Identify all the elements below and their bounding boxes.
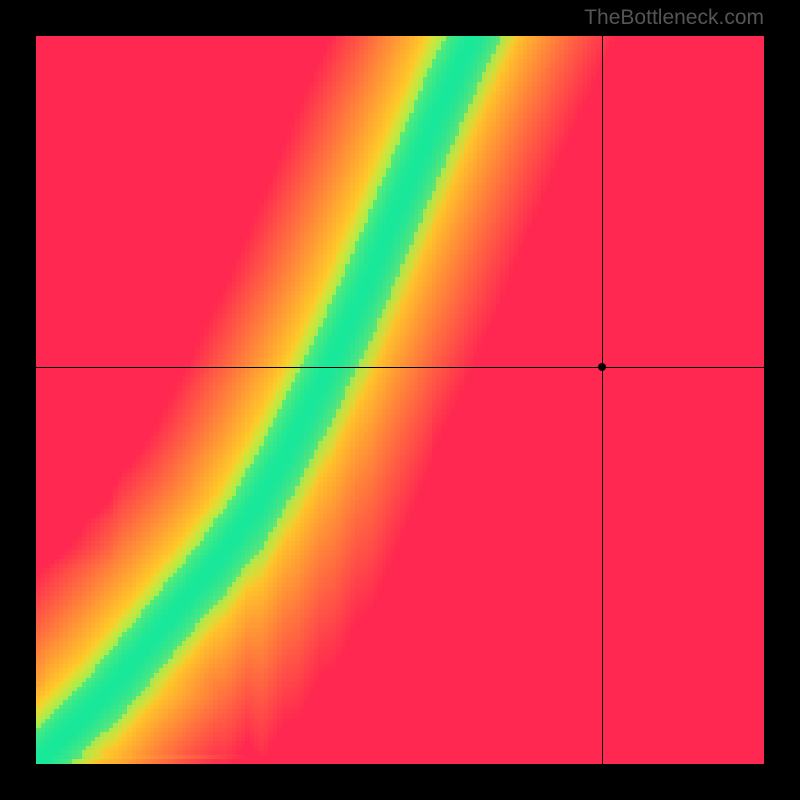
chart-container: TheBottleneck.com: [0, 0, 800, 800]
heatmap-canvas: [36, 36, 764, 764]
crosshair-vertical: [602, 36, 603, 764]
crosshair-dot: [598, 363, 606, 371]
crosshair-horizontal: [36, 367, 764, 368]
watermark-text: TheBottleneck.com: [584, 6, 764, 30]
